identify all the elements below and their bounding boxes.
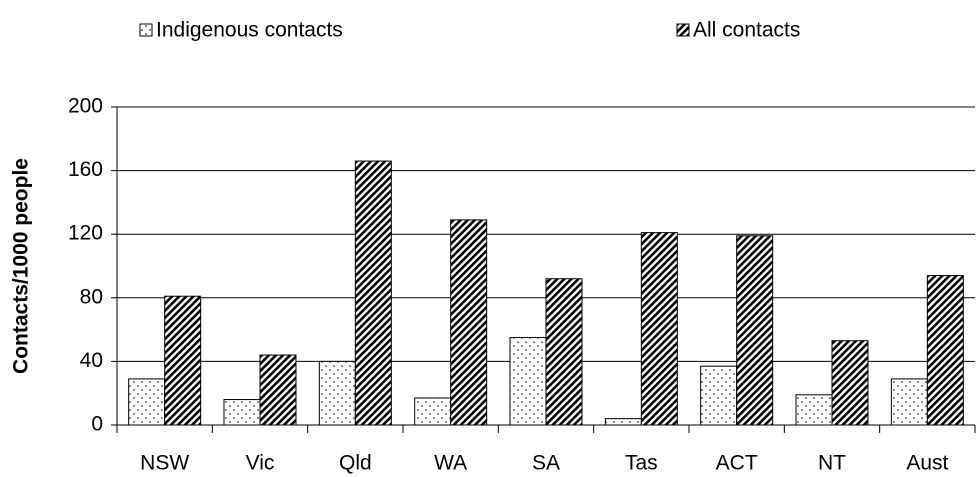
bar: [450, 219, 488, 426]
legend-label: All contacts: [693, 19, 800, 42]
y-tick-label: 40: [80, 349, 103, 372]
bar: [545, 278, 583, 426]
x-tick-label: Tas: [625, 452, 658, 475]
x-tick-label: Aust: [906, 452, 948, 475]
y-tick-label: 80: [80, 285, 103, 308]
bar: [736, 235, 774, 426]
y-axis-label: Contacts/1000 people: [10, 158, 33, 374]
bar: [414, 397, 452, 426]
bar: [223, 399, 261, 426]
bar: [164, 295, 202, 426]
x-tick-label: Vic: [246, 452, 275, 475]
x-tick-label: WA: [434, 452, 467, 475]
x-tick-label: NSW: [140, 452, 189, 475]
x-tick-label: SA: [532, 452, 560, 475]
bar: [259, 354, 297, 426]
y-tick-label: 160: [68, 158, 103, 181]
legend-label: Indigenous contacts: [156, 19, 343, 42]
bar: [831, 340, 869, 426]
legend-swatch: [676, 23, 690, 37]
bar: [890, 378, 928, 426]
bar: [640, 232, 678, 426]
x-tick-label: Qld: [339, 452, 372, 475]
bar: [354, 160, 392, 426]
x-tick-label: ACT: [716, 452, 758, 475]
bar: [926, 275, 964, 426]
y-tick-label: 120: [68, 222, 103, 245]
bar: [795, 394, 833, 426]
y-tick-label: 0: [91, 413, 103, 436]
x-tick-label: NT: [818, 452, 846, 475]
bar: [318, 360, 356, 426]
bar: [509, 337, 547, 426]
bar: [128, 378, 166, 426]
y-tick-label: 200: [68, 95, 103, 118]
legend-swatch: [139, 23, 153, 37]
bar: [700, 365, 738, 426]
bar: [604, 418, 642, 426]
